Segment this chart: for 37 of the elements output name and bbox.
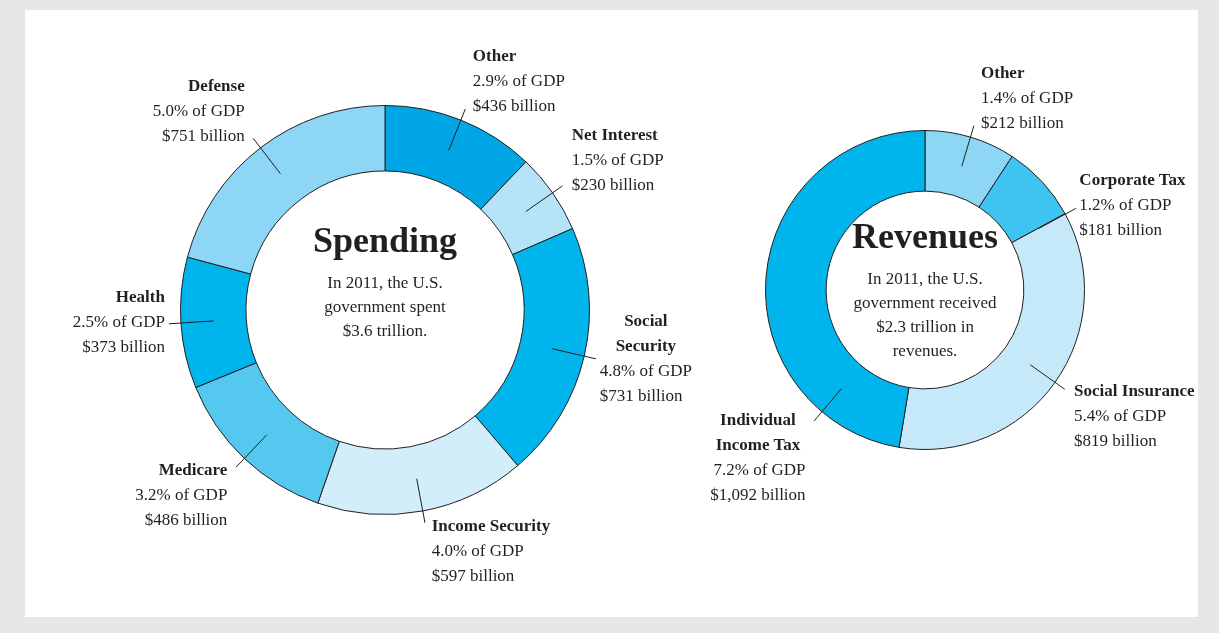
slice-label: Net Interest: [571, 124, 659, 144]
slice-label: Income Security: [431, 516, 551, 536]
text: 1.4% of GDP: [981, 87, 1074, 107]
data-label: $731 billion: [599, 385, 683, 405]
slice-label: Other: [472, 46, 517, 66]
text: 4.8% of GDP: [599, 360, 692, 380]
slice-label: Social Insurance: [1074, 381, 1195, 401]
text: In 2011, the U.S. government spent $3.6 trillion.: [324, 272, 446, 340]
text: Spending: [312, 219, 458, 260]
text: 2.9% of GDP: [472, 71, 565, 91]
text: 5.0% of GDP: [152, 101, 245, 121]
data-label: $597 billion: [431, 566, 515, 586]
data-label: $1,092 billion: [710, 484, 807, 504]
slice-label: Medicare: [158, 459, 228, 479]
slice-label: Other: [981, 62, 1025, 82]
text: 1.5% of GDP: [571, 149, 664, 169]
data-label: $819 billion: [1074, 431, 1158, 451]
data-label: $181 billion: [1079, 219, 1163, 239]
slice-label: Corporate Tax: [1079, 169, 1187, 189]
slice-label: Defense: [188, 75, 246, 95]
text: In 2011, the U.S. government received $2.3 trillion in revenues.: [853, 269, 998, 361]
text: 4.0% of GDP: [431, 541, 524, 561]
data-label: $230 billion: [571, 174, 655, 194]
data-label: $751 billion: [162, 126, 246, 146]
data-label: $212 billion: [981, 112, 1065, 132]
text: 1.2% of GDP: [1079, 194, 1172, 214]
slice-label: Individual Income Tax: [715, 409, 801, 454]
data-label: $436 billion: [472, 96, 556, 116]
data-label: $486 billion: [144, 509, 228, 529]
text: 7.2% of GDP: [713, 459, 806, 479]
text: 5.4% of GDP: [1074, 406, 1167, 426]
text: 2.5% of GDP: [72, 312, 165, 332]
slice-label: Social Security: [615, 310, 677, 355]
data-label: $373 billion: [82, 337, 166, 357]
text: Revenues: [852, 216, 998, 257]
slice-label: Health: [115, 287, 166, 307]
text: 3.2% of GDP: [135, 484, 228, 504]
